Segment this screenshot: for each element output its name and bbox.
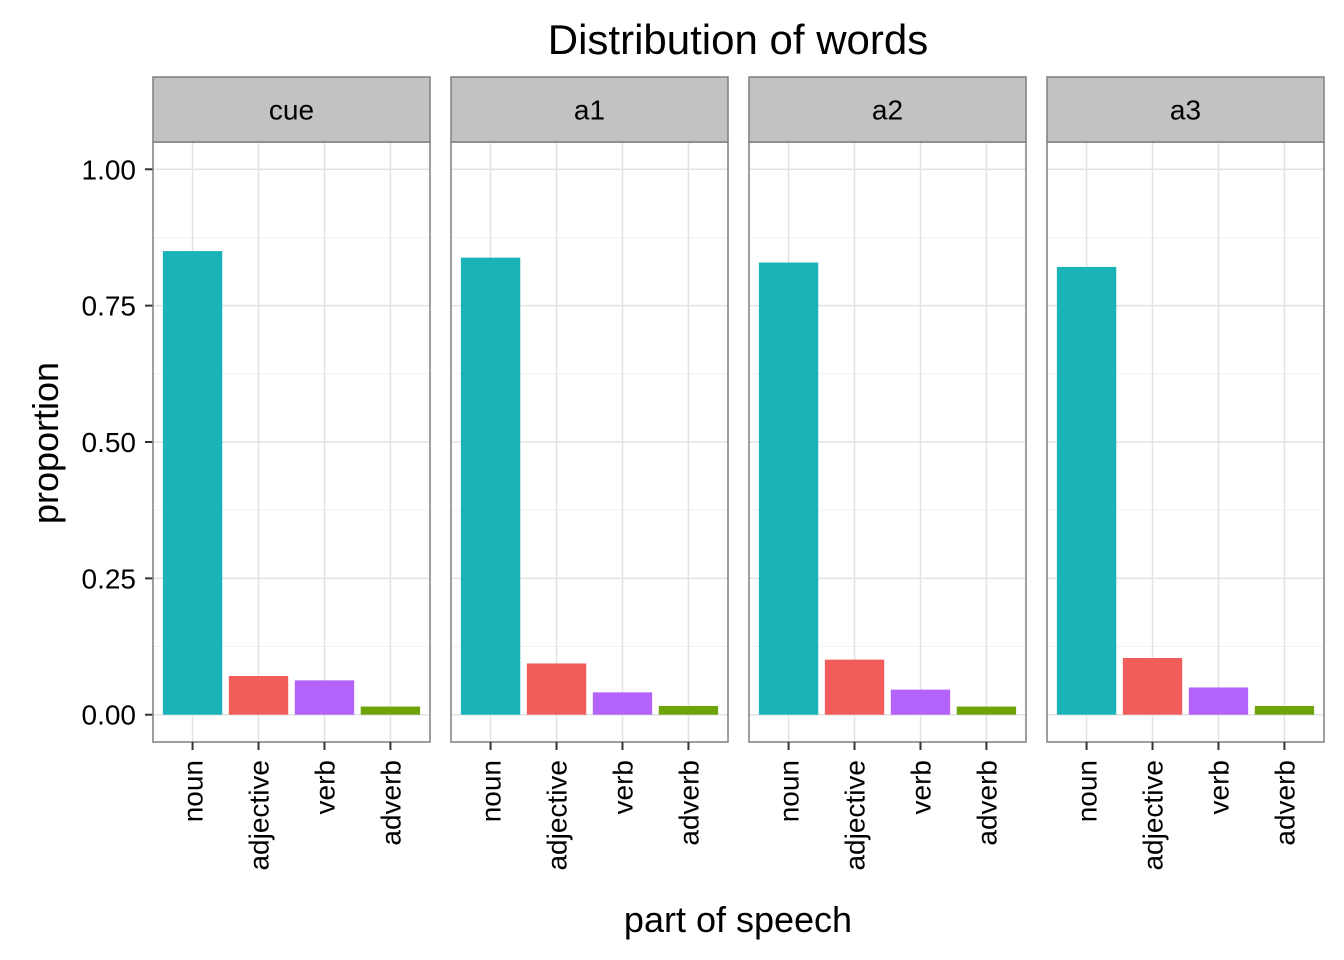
bar-a1-adverb <box>658 706 719 715</box>
bar-a1-noun <box>460 257 521 715</box>
bar-a3-adjective <box>1122 658 1183 715</box>
facet-strip <box>748 76 1027 143</box>
x-tick-label: adjective <box>244 760 275 871</box>
y-tick-label: 0.75 <box>82 291 137 322</box>
bar-cue-noun <box>162 251 223 715</box>
x-tick-label: verb <box>905 760 936 814</box>
bar-a1-verb <box>592 692 653 715</box>
bar-a1-adjective <box>526 663 587 715</box>
facet-strip-label: cue <box>269 95 314 126</box>
x-tick-label: noun <box>774 760 805 822</box>
bar-cue-verb <box>294 680 355 715</box>
facet-panels: cue noun adjective verb adverb a1 noun adjectiv… <box>152 76 1325 871</box>
facet-panel-a1: a1 noun adjective verb adverb <box>450 76 729 871</box>
x-tick-label: noun <box>476 760 507 822</box>
x-tick-label: adverb <box>971 760 1002 846</box>
y-axis-title: proportion <box>25 362 66 524</box>
x-tick-label: noun <box>1072 760 1103 822</box>
bar-a3-verb <box>1188 687 1249 715</box>
x-tick-label: adverb <box>375 760 406 846</box>
bar-a2-adjective <box>824 659 885 715</box>
facet-panel-a3: a3 noun adjective verb adverb <box>1046 76 1325 871</box>
x-axis-title: part of speech <box>624 899 852 940</box>
x-tick-label: adjective <box>840 760 871 871</box>
chart-title: Distribution of words <box>548 16 928 63</box>
facet-strip <box>450 76 729 143</box>
x-tick-label: verb <box>309 760 340 814</box>
facet-strip <box>152 76 431 143</box>
x-tick-label: verb <box>607 760 638 814</box>
y-tick-label: 1.00 <box>82 154 137 185</box>
y-tick-label: 0.50 <box>82 427 137 458</box>
y-tick-label: 0.00 <box>82 700 137 731</box>
facet-panel-cue: cue noun adjective verb adverb <box>152 76 431 871</box>
facet-strip-label: a1 <box>574 95 605 126</box>
y-tick-label: 0.25 <box>82 563 137 594</box>
facet-panel-a2: a2 noun adjective verb adverb <box>748 76 1027 871</box>
x-tick-label: adverb <box>673 760 704 846</box>
x-tick-label: noun <box>178 760 209 822</box>
x-tick-label: adverb <box>1269 760 1300 846</box>
bar-a3-adverb <box>1254 706 1315 715</box>
x-tick-label: verb <box>1203 760 1234 814</box>
y-axis: 0.00 0.25 0.50 0.75 1.00 <box>82 154 153 731</box>
facet-strip-label: a3 <box>1170 95 1201 126</box>
x-tick-label: adjective <box>542 760 573 871</box>
bar-a2-verb <box>890 689 951 715</box>
bar-a2-noun <box>758 262 819 715</box>
bar-a2-adverb <box>956 706 1017 715</box>
bar-cue-adjective <box>228 676 289 715</box>
bar-a3-noun <box>1056 266 1117 715</box>
x-tick-label: adjective <box>1138 760 1169 871</box>
facet-strip-label: a2 <box>872 95 903 126</box>
facet-strip <box>1046 76 1325 143</box>
bar-cue-adverb <box>360 706 421 715</box>
